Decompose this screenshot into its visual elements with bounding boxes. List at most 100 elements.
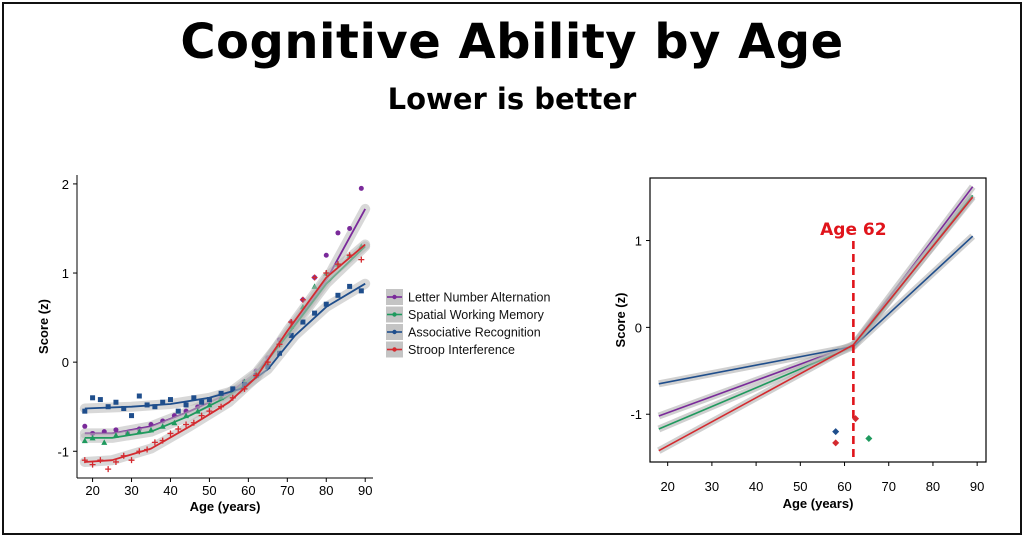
chart2-y-tick-label: -1 [630, 407, 642, 422]
chart1-confidence-band [79, 278, 371, 414]
chart1-point [183, 421, 190, 428]
chart1-x-tick-label: 20 [85, 483, 99, 498]
chart2-x-tick-label: 70 [882, 479, 896, 494]
chart1-y-tick-label: 1 [62, 266, 69, 281]
chart2-x-tick-label: 80 [926, 479, 940, 494]
chart2-breakpoint-marker [832, 428, 840, 436]
chart2-breakpoint-marker [865, 435, 873, 443]
chart1-x-tick-label: 90 [358, 483, 372, 498]
chart1-point [175, 408, 181, 414]
chart1-point [81, 457, 88, 464]
chart1-x-tick-label: 40 [163, 483, 177, 498]
chart2-x-tick-label: 30 [705, 479, 719, 494]
chart2-y-axis-label: Score (z) [613, 293, 628, 348]
chart2-x-tick-label: 50 [793, 479, 807, 494]
chart1-legend-key-marker [392, 329, 397, 335]
chart2-breakpoint-marker [832, 439, 840, 447]
chart1-y-tick-label: -1 [57, 444, 69, 459]
chart1-point [82, 408, 88, 414]
chart1-point [97, 397, 103, 403]
chart1-point [347, 283, 353, 289]
chart2-plot-frame [649, 177, 987, 463]
chart1-point [160, 399, 166, 405]
chart1-legend-label: Stroop Interference [408, 343, 515, 357]
chart1-point [312, 310, 318, 316]
chart1-point [358, 185, 364, 191]
chart1-point [121, 405, 127, 411]
chart1-point [206, 408, 213, 415]
chart1-point [113, 427, 119, 433]
chart1-legend-label: Associative Recognition [408, 326, 541, 340]
chart2-x-tick-label: 40 [749, 479, 763, 494]
chart1-x-tick-label: 60 [241, 483, 255, 498]
chart2-x-tick-label: 20 [660, 479, 674, 494]
chart1-point [206, 397, 212, 403]
chart1-y-axis-label: Score (z) [36, 299, 51, 354]
chart1-point [90, 395, 96, 401]
chart1-point [347, 225, 353, 231]
chart1-point [89, 461, 96, 468]
chart1-point [183, 402, 189, 408]
chart1-point [230, 386, 236, 392]
chart2-x-tick-label: 60 [837, 479, 851, 494]
chart1-point [129, 413, 135, 419]
chart1-point [152, 404, 158, 410]
chart1-point [136, 393, 142, 399]
chart1-point [81, 437, 88, 444]
chart1-point [334, 261, 341, 268]
chart1-point [323, 301, 329, 307]
chart1-point [105, 466, 112, 473]
chart1-legend-label: Spatial Working Memory [408, 308, 545, 322]
chart1-point [199, 399, 205, 405]
chart1-legend-key-marker [392, 312, 397, 317]
chart1-legend-label: Letter Number Alternation [408, 291, 550, 305]
chart1-point [167, 397, 173, 403]
chart1-point [358, 256, 365, 263]
chart1-point [113, 399, 119, 405]
page-title: Cognitive Ability by Age [180, 14, 844, 70]
chart1-x-tick-label: 70 [280, 483, 294, 498]
chart1-point [288, 332, 294, 338]
chart1-x-axis-label: Age (years) [190, 499, 261, 514]
page-subtitle: Lower is better [387, 82, 637, 116]
chart1-point [323, 270, 330, 277]
chart1-point [335, 230, 341, 236]
chart2-x-axis-label: Age (years) [783, 496, 854, 511]
chart1-point [82, 423, 88, 429]
chart2-breakpoint-marker [852, 415, 860, 423]
chart1-point [300, 319, 306, 325]
chart1-point [277, 350, 283, 356]
chart1-point [101, 439, 108, 445]
chart1-point [198, 412, 205, 419]
chart1-legend-key-marker [392, 347, 397, 352]
chart2-y-tick-label: 1 [635, 234, 642, 249]
chart1-x-tick-label: 50 [202, 483, 216, 498]
chart1-y-tick-label: 2 [62, 177, 69, 192]
chart2-series-line [658, 196, 974, 452]
chart2-series-line [658, 194, 974, 430]
chart1-point [128, 457, 135, 464]
chart1-point [218, 390, 224, 396]
chart2-x-tick-label: 90 [970, 479, 984, 494]
chart1-y-tick-label: 0 [62, 355, 69, 370]
chart1-x-tick-label: 30 [124, 483, 138, 498]
chart1-point [323, 252, 329, 258]
chart1-point [175, 425, 182, 432]
chart1-series-fit-line [84, 243, 366, 463]
chart1-point [191, 395, 197, 401]
chart1-point [151, 439, 158, 446]
chart2-confidence-band [657, 184, 976, 420]
chart1-point [358, 288, 364, 294]
chart1-legend-key-marker [392, 294, 397, 300]
chart1-point [299, 296, 306, 303]
chart2-confidence-band [657, 193, 976, 433]
chart1-point [167, 430, 174, 437]
chart2-y-tick-label: 0 [635, 320, 642, 335]
chart2-series-line [658, 186, 974, 417]
chart2-annotation-age-62: Age 62 [820, 220, 886, 240]
chart1-point [311, 274, 318, 281]
chart1-x-tick-label: 80 [319, 483, 333, 498]
chart1-point [335, 292, 341, 298]
